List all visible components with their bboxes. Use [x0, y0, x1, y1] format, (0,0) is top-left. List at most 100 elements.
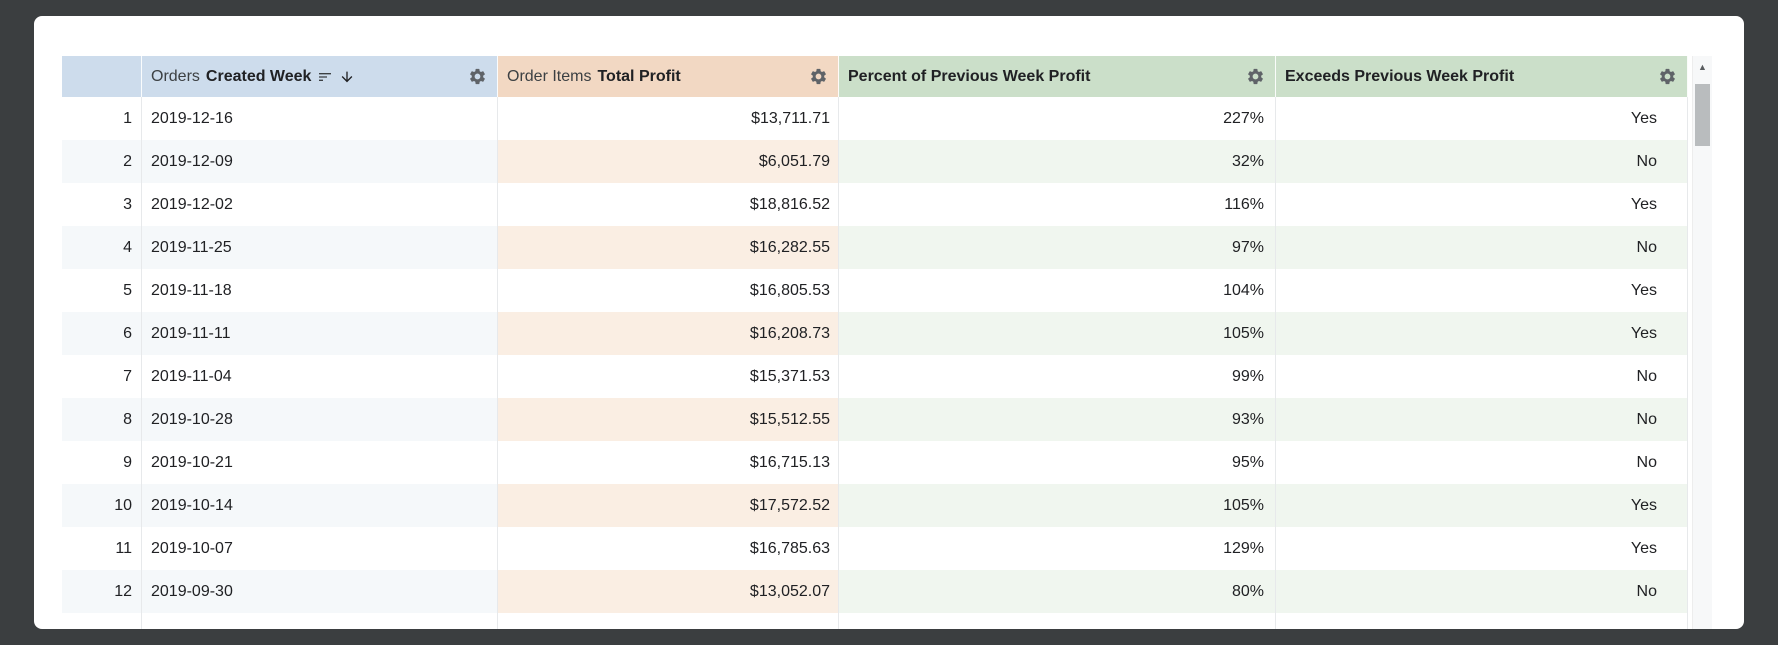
total-profit-cell[interactable]: $16,282.55	[498, 226, 839, 269]
percent-cell[interactable]: 104%	[839, 269, 1276, 312]
exceeds-cell[interactable]: Yes	[1276, 269, 1688, 312]
created-week-column-header[interactable]: Orders Created Week	[142, 56, 498, 97]
table-header-row: Orders Created Week Order Items Total Pr…	[62, 56, 1688, 97]
exceeds-cell[interactable]: Yes	[1276, 484, 1688, 527]
exceeds-cell[interactable]: Yes	[1276, 183, 1688, 226]
table-row: 4 2019-11-25 $16,282.55 97% No	[62, 226, 1688, 269]
total-profit-cell[interactable]: $16,208.73	[498, 312, 839, 355]
row-number-cell: 9	[62, 441, 142, 484]
exceeds-cell[interactable]: No	[1276, 140, 1688, 183]
created-week-cell[interactable]: 2019-10-14	[142, 484, 498, 527]
view-name-label: Order Items	[507, 67, 592, 85]
total-profit-cell[interactable]: $17,572.52	[498, 484, 839, 527]
created-week-cell[interactable]: 2019-12-16	[142, 97, 498, 140]
row-number-cell: 11	[62, 527, 142, 570]
row-number-cell: 1	[62, 97, 142, 140]
total-profit-cell[interactable]: $16,805.53	[498, 269, 839, 312]
created-week-cell[interactable]: 2019-10-21	[142, 441, 498, 484]
created-week-cell[interactable]: 2019-11-25	[142, 226, 498, 269]
table-row: 5 2019-11-18 $16,805.53 104% Yes	[62, 269, 1688, 312]
created-week-cell[interactable]: 2019-11-11	[142, 312, 498, 355]
total-profit-cell[interactable]: $13,052.07	[498, 570, 839, 613]
exceeds-previous-week-column-header[interactable]: Exceeds Previous Week Profit	[1276, 56, 1688, 97]
created-week-cell[interactable]: 2019-09-30	[142, 570, 498, 613]
percent-cell[interactable]: 95%	[839, 441, 1276, 484]
field-name-label: Exceeds Previous Week Profit	[1285, 67, 1515, 85]
field-name-label: Percent of Previous Week Profit	[848, 67, 1091, 85]
percent-cell[interactable]	[839, 613, 1276, 629]
created-week-cell[interactable]: 2019-11-18	[142, 269, 498, 312]
percent-cell[interactable]: 105%	[839, 484, 1276, 527]
exceeds-cell[interactable]: Yes	[1276, 527, 1688, 570]
scrollbar-up-button[interactable]: ▲	[1698, 62, 1707, 72]
table-row: 7 2019-11-04 $15,371.53 99% No	[62, 355, 1688, 398]
table-row: 2 2019-12-09 $6,051.79 32% No	[62, 140, 1688, 183]
percent-cell[interactable]: 93%	[839, 398, 1276, 441]
total-profit-cell[interactable]: $13,711.71	[498, 97, 839, 140]
vertical-scrollbar[interactable]: ▲	[1692, 56, 1712, 629]
data-table: Orders Created Week Order Items Total Pr…	[62, 56, 1688, 629]
exceeds-cell[interactable]	[1276, 613, 1688, 629]
data-table-card: Orders Created Week Order Items Total Pr…	[34, 16, 1744, 629]
row-number-cell: 6	[62, 312, 142, 355]
created-week-cell[interactable]: 2019-12-09	[142, 140, 498, 183]
sort-icon[interactable]	[317, 69, 333, 85]
table-row: 11 2019-10-07 $16,785.63 129% Yes	[62, 527, 1688, 570]
row-number-cell	[62, 613, 142, 629]
row-number-cell: 3	[62, 183, 142, 226]
total-profit-cell[interactable]: $18,816.52	[498, 183, 839, 226]
table-row: 6 2019-11-11 $16,208.73 105% Yes	[62, 312, 1688, 355]
row-number-cell: 12	[62, 570, 142, 613]
exceeds-cell[interactable]: Yes	[1276, 312, 1688, 355]
percent-cell[interactable]: 80%	[839, 570, 1276, 613]
row-number-header-cell	[62, 56, 142, 97]
gear-icon[interactable]	[468, 67, 487, 86]
created-week-cell[interactable]	[142, 613, 498, 629]
percent-cell[interactable]: 99%	[839, 355, 1276, 398]
table-row: 10 2019-10-14 $17,572.52 105% Yes	[62, 484, 1688, 527]
percent-cell[interactable]: 105%	[839, 312, 1276, 355]
total-profit-cell[interactable]: $16,785.63	[498, 527, 839, 570]
percent-cell[interactable]: 97%	[839, 226, 1276, 269]
gear-icon[interactable]	[809, 67, 828, 86]
sort-descending-arrow-icon[interactable]	[339, 69, 355, 85]
row-number-cell: 8	[62, 398, 142, 441]
exceeds-cell[interactable]: No	[1276, 441, 1688, 484]
view-name-label: Orders	[151, 67, 200, 85]
percent-cell[interactable]: 116%	[839, 183, 1276, 226]
exceeds-cell[interactable]: No	[1276, 355, 1688, 398]
field-name-label: Total Profit	[597, 67, 681, 85]
created-week-cell[interactable]: 2019-11-04	[142, 355, 498, 398]
total-profit-column-header[interactable]: Order Items Total Profit	[498, 56, 839, 97]
total-profit-cell[interactable]: $15,371.53	[498, 355, 839, 398]
exceeds-cell[interactable]: No	[1276, 226, 1688, 269]
row-number-cell: 10	[62, 484, 142, 527]
table-row: 12 2019-09-30 $13,052.07 80% No	[62, 570, 1688, 613]
scrollbar-thumb[interactable]	[1695, 84, 1710, 146]
exceeds-cell[interactable]: No	[1276, 398, 1688, 441]
exceeds-cell[interactable]: Yes	[1276, 97, 1688, 140]
percent-cell[interactable]: 32%	[839, 140, 1276, 183]
created-week-cell[interactable]: 2019-12-02	[142, 183, 498, 226]
created-week-cell[interactable]: 2019-10-07	[142, 527, 498, 570]
percent-of-previous-week-column-header[interactable]: Percent of Previous Week Profit	[839, 56, 1276, 97]
exceeds-cell[interactable]: No	[1276, 570, 1688, 613]
percent-cell[interactable]: 129%	[839, 527, 1276, 570]
row-number-cell: 7	[62, 355, 142, 398]
table-body: 1 2019-12-16 $13,711.71 227% Yes 2 2019-12-09 $…	[62, 97, 1688, 629]
percent-cell[interactable]: 227%	[839, 97, 1276, 140]
total-profit-cell[interactable]: $16,715.13	[498, 441, 839, 484]
table-row: 9 2019-10-21 $16,715.13 95% No	[62, 441, 1688, 484]
total-profit-cell[interactable]: $15,512.55	[498, 398, 839, 441]
row-number-cell: 5	[62, 269, 142, 312]
field-name-label: Created Week	[205, 67, 312, 85]
table-row: 8 2019-10-28 $15,512.55 93% No	[62, 398, 1688, 441]
created-week-cell[interactable]: 2019-10-28	[142, 398, 498, 441]
gear-icon[interactable]	[1246, 67, 1265, 86]
row-number-cell: 2	[62, 140, 142, 183]
total-profit-cell[interactable]	[498, 613, 839, 629]
table-row: 3 2019-12-02 $18,816.52 116% Yes	[62, 183, 1688, 226]
gear-icon[interactable]	[1658, 67, 1677, 86]
total-profit-cell[interactable]: $6,051.79	[498, 140, 839, 183]
